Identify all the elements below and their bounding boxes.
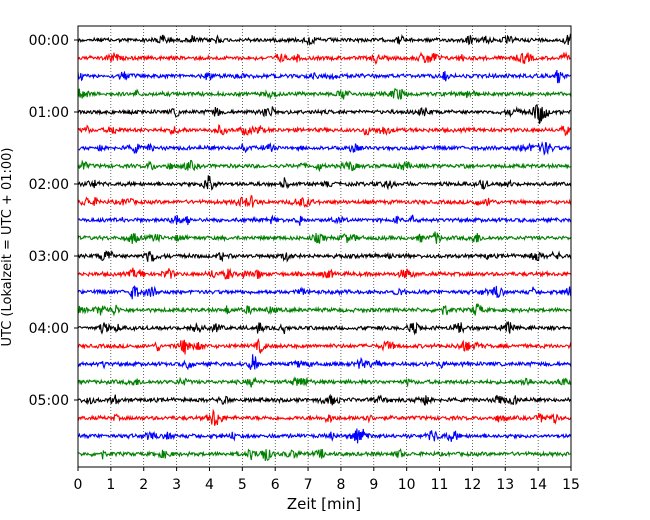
plot-frame xyxy=(77,25,572,468)
x-tick-label-3: 3 xyxy=(172,477,181,493)
x-tick-label-4: 4 xyxy=(205,477,214,493)
trace-0500 xyxy=(77,393,572,406)
y-ticks: 00:00 01:00 02:00 03:00 04:00 05:00 xyxy=(29,33,78,409)
trace-0400 xyxy=(77,321,572,336)
trace-0430 xyxy=(77,354,572,371)
trace-0145 xyxy=(77,159,572,173)
trace-0345 xyxy=(77,302,572,317)
x-tick-label-2: 2 xyxy=(139,477,148,493)
trace-0045 xyxy=(77,88,572,100)
x-tick-label-1: 1 xyxy=(106,477,115,493)
trace-0300 xyxy=(77,249,572,263)
x-tick-label-11: 11 xyxy=(431,477,449,493)
x-tick-label-5: 5 xyxy=(238,477,247,493)
y-tick-label-0100: 01:00 xyxy=(29,105,69,121)
trace-0115 xyxy=(77,124,572,137)
x-tick-label-15: 15 xyxy=(562,477,580,493)
x-tick-label-12: 12 xyxy=(463,477,481,493)
trace-0215 xyxy=(77,194,572,208)
trace-0200 xyxy=(77,175,572,191)
trace-0000 xyxy=(77,33,572,46)
trace-0130 xyxy=(77,140,572,156)
trace-0315 xyxy=(77,267,572,280)
y-tick-label-0300: 03:00 xyxy=(29,249,69,265)
x-tick-label-13: 13 xyxy=(496,477,514,493)
trace-0415 xyxy=(77,337,572,355)
x-tick-label-9: 9 xyxy=(369,477,378,493)
x-tick-label-8: 8 xyxy=(336,477,345,493)
y-tick-label-0200: 02:00 xyxy=(29,177,69,193)
trace-0330 xyxy=(77,285,572,300)
y-axis-label: UTC (Lokalzeit = UTC + 01:00) xyxy=(0,148,15,347)
x-ticks: 0 1 2 3 4 5 6 7 8 9 10 11 12 13 14 15 xyxy=(74,467,580,493)
trace-0030 xyxy=(77,69,572,84)
trace-series xyxy=(77,33,572,462)
y-tick-label-0500: 05:00 xyxy=(29,393,69,409)
y-tick-label-0000: 00:00 xyxy=(29,33,69,49)
trace-0100 xyxy=(77,104,572,125)
x-tick-label-10: 10 xyxy=(398,477,416,493)
trace-0515 xyxy=(77,408,572,426)
trace-0530 xyxy=(77,428,572,444)
trace-0545 xyxy=(77,447,572,462)
trace-0015 xyxy=(77,51,572,66)
x-tick-label-6: 6 xyxy=(271,477,280,493)
x-tick-label-0: 0 xyxy=(74,477,83,493)
x-tick-label-14: 14 xyxy=(529,477,547,493)
trace-0445 xyxy=(77,376,572,388)
x-tick-label-7: 7 xyxy=(304,477,313,493)
x-axis-label: Zeit [min] xyxy=(287,495,361,513)
trace-0230 xyxy=(77,214,572,226)
trace-0245 xyxy=(77,231,572,245)
y-tick-label-0400: 04:00 xyxy=(29,321,69,337)
